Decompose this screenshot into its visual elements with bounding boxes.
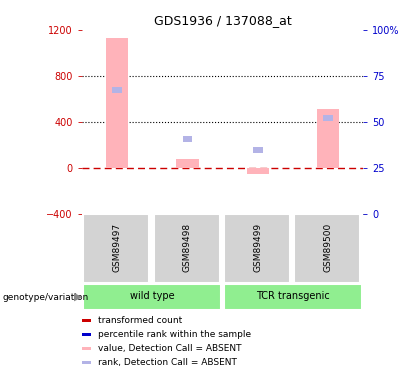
Bar (82, 361, 91, 364)
Bar (176, 159, 199, 168)
Text: rank, Detection Call = ABSENT: rank, Detection Call = ABSENT (98, 358, 237, 367)
Bar (323, 115, 333, 121)
Text: GSM89497: GSM89497 (113, 222, 121, 272)
Bar (183, 136, 192, 142)
Text: GSM89498: GSM89498 (183, 222, 192, 272)
Bar (224, 284, 362, 310)
Text: GSM89499: GSM89499 (253, 222, 262, 272)
Bar (154, 214, 220, 282)
Bar (317, 110, 339, 168)
Text: wild type: wild type (130, 291, 175, 302)
Text: GSM89500: GSM89500 (324, 222, 333, 272)
Title: GDS1936 / 137088_at: GDS1936 / 137088_at (154, 15, 291, 27)
Text: genotype/variation: genotype/variation (2, 292, 88, 302)
Bar (294, 214, 360, 282)
Bar (82, 347, 91, 350)
Bar (82, 333, 91, 336)
Bar (83, 214, 150, 282)
Bar (253, 147, 262, 153)
Text: ▶: ▶ (74, 292, 82, 302)
Bar (106, 38, 129, 168)
Bar (82, 319, 91, 322)
Text: TCR transgenic: TCR transgenic (256, 291, 330, 302)
Bar (247, 168, 269, 174)
Text: percentile rank within the sample: percentile rank within the sample (98, 330, 251, 339)
Bar (83, 284, 221, 310)
Bar (112, 87, 122, 93)
Text: transformed count: transformed count (98, 316, 182, 325)
Text: value, Detection Call = ABSENT: value, Detection Call = ABSENT (98, 344, 242, 353)
Bar (224, 214, 290, 282)
